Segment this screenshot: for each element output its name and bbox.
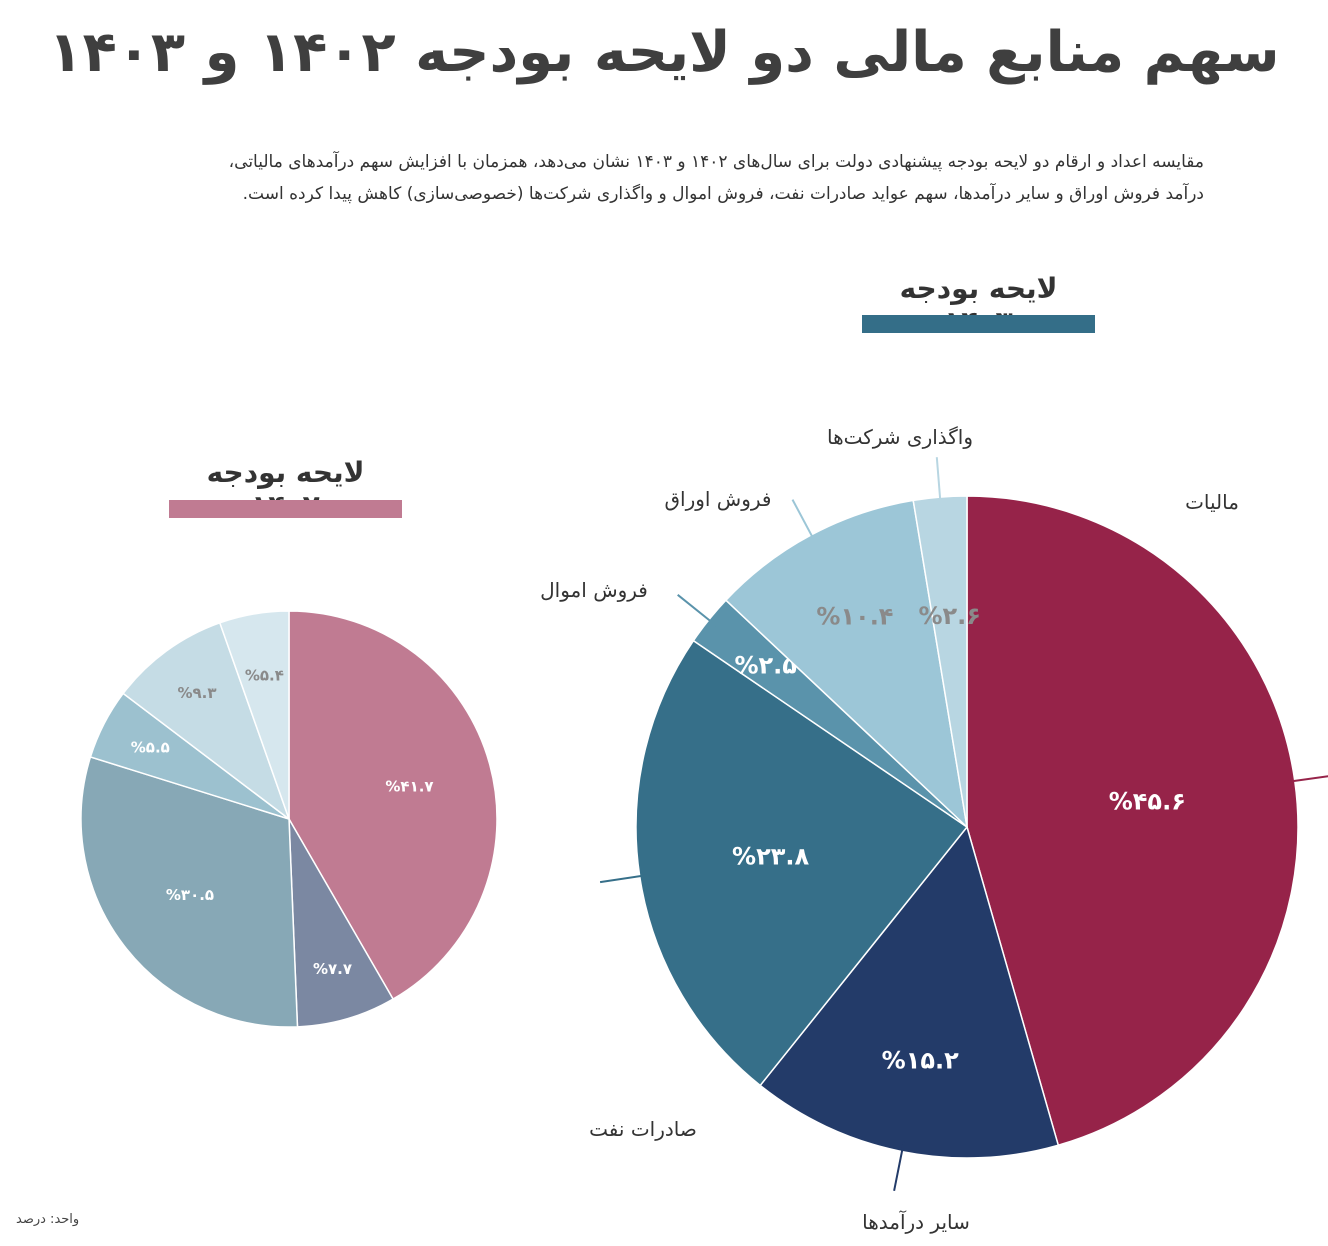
pie1402-value-label-2: %۳۰.۵ <box>166 886 214 904</box>
page-subtitle: مقایسه اعداد و ارقام دو لایحه بودجه پیشن… <box>100 146 1204 210</box>
pie1402-slice-2 <box>80 756 299 1028</box>
pie1403-value-label-2: %۲۳.۸ <box>732 843 809 871</box>
pie1403-value-label-4: %۱۰.۴ <box>816 603 893 631</box>
pie1403-category-label-2: صادرات نفت <box>589 1117 697 1141</box>
subtitle-line-1: مقایسه اعداد و ارقام دو لایحه بودجه پیشن… <box>228 152 1204 172</box>
pie1403-leader-line-4 <box>791 499 817 545</box>
unit-note: واحد: درصد <box>16 1212 80 1227</box>
pie1403-leader-line-5 <box>935 457 942 508</box>
pie1402-slice-0 <box>288 610 498 1001</box>
pie1403-category-label-0: مالیات <box>1185 490 1239 514</box>
pie1403-category-label-4: فروش اوراق <box>665 487 772 511</box>
chart-1403-title-bar <box>862 315 1095 333</box>
pie1402-slice-5 <box>218 610 290 820</box>
chart-1402-title-bar <box>169 500 402 518</box>
pie1403-leader-line-1 <box>893 1141 905 1191</box>
pie1403-value-label-5: %۲.۶ <box>918 602 980 630</box>
pie-chart-1403: %۴۵.۶ مالیات %۱۵.۲ سایر درآمدها %۲۳.۸ صادرات … <box>540 425 1328 1234</box>
pie1403-value-label-0: %۴۵.۶ <box>1109 788 1186 816</box>
subtitle-line-2: درآمد فروش اوراق و سایر درآمدها، سهم عوا… <box>242 184 1204 204</box>
pie1403-value-label-1: %۱۵.۲ <box>882 1047 959 1075</box>
pie1402-value-label-4: %۹.۳ <box>177 684 216 702</box>
pie1402-value-label-5: %۵.۴ <box>245 667 284 685</box>
pie1402-slice-1 <box>288 818 395 1028</box>
pie1403-category-label-3: فروش اموال <box>540 578 648 602</box>
pie1402-value-label-1: %۷.۷ <box>313 960 352 978</box>
pie1402-value-label-3: %۵.۵ <box>131 739 170 757</box>
pie1403-category-label-5: واگذاری شرکت‌ها <box>827 425 973 449</box>
page-title: سهم منابع مالی دو لایحه بودجه ۱۴۰۲ و ۱۴۰… <box>48 20 1280 85</box>
pie1402-slice-4 <box>122 621 291 822</box>
pie1403-leader-line-0 <box>1284 775 1328 784</box>
pie1403-leader-line-3 <box>677 594 718 627</box>
pie-chart-1402: %۴۱.۷ %۷.۷ %۳۰.۵ %۵.۵ %۹.۳ %۵.۴ <box>80 610 498 1028</box>
pie1402-value-label-0: %۴۱.۷ <box>385 778 433 796</box>
pie1403-leader-line-2 <box>599 873 650 884</box>
pie1403-category-label-1: سایر درآمدها <box>862 1209 970 1234</box>
